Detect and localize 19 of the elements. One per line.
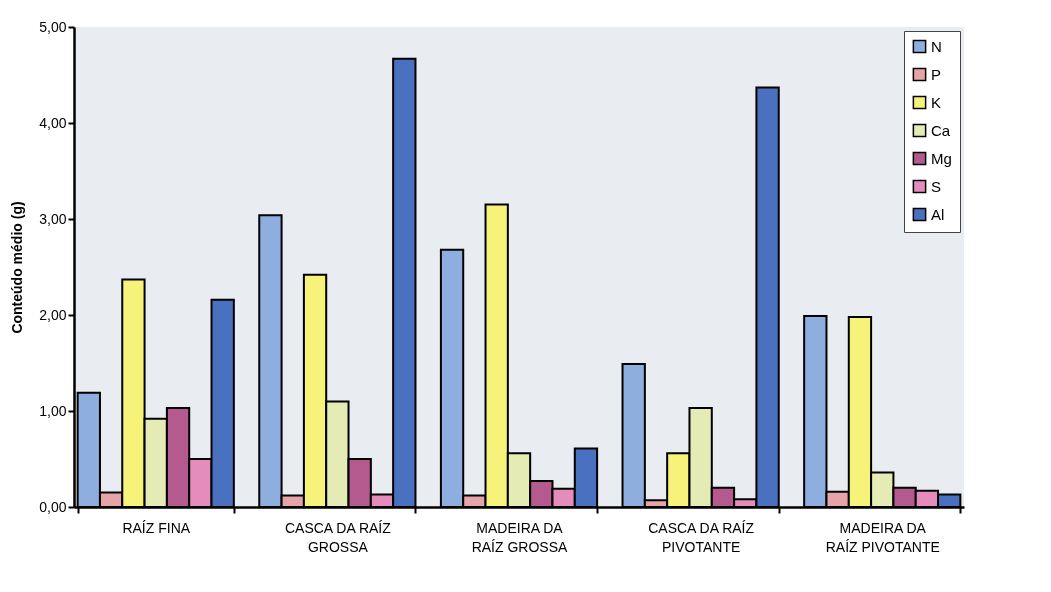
x-tick-label: CASCA DA RAÍZ GROSSA [284,519,392,555]
y-tick-label: 4,00 [39,114,67,131]
legend-label: N [931,37,942,55]
x-tick-label: RAÍZ FINA [122,519,191,536]
x-tick-label: MADEIRA DA RAÍZ GROSSA [471,519,568,555]
legend-label: S [931,177,942,195]
y-axis-title: Conteúdo médio (g) [9,201,26,334]
legend-label: Al [931,205,945,223]
y-tick-label: 5,00 [39,18,67,35]
y-tick-label: 3,00 [39,210,67,227]
legend-label: Ca [931,121,951,139]
legend-label: Mg [931,149,952,167]
y-tick-label: 0,00 [39,498,67,515]
x-tick-label: MADEIRA DA RAÍZ PIVOTANTE [825,519,940,555]
x-tick-label: CASCA DA RAÍZ PIVOTANTE [648,519,755,555]
y-tick-label: 2,00 [39,306,67,323]
y-tick-label: 1,00 [39,402,67,419]
legend-label: K [931,93,942,111]
legend-label: P [931,65,942,83]
